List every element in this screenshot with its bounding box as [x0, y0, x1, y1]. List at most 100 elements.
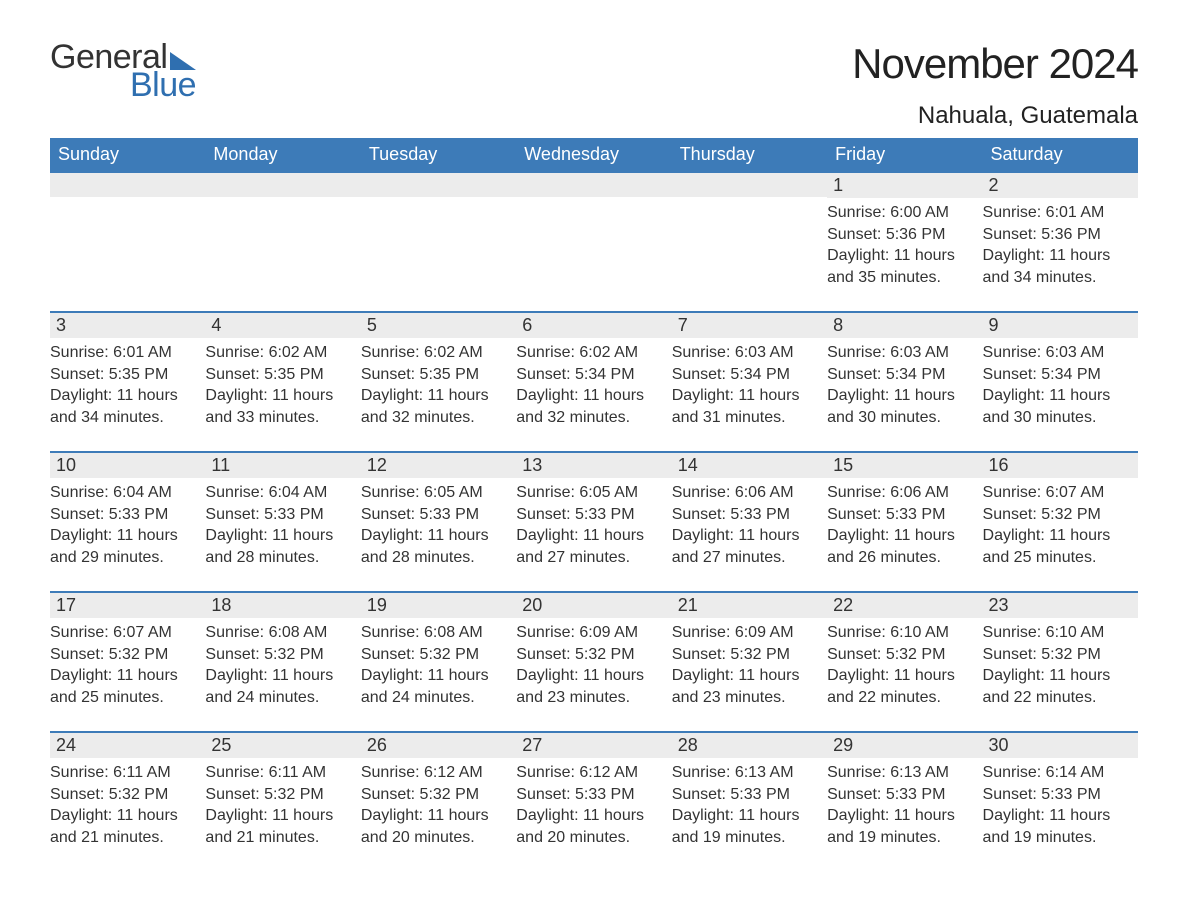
day-number: 12: [361, 453, 516, 478]
day-number: 29: [827, 733, 982, 758]
sunset-text: Sunset: 5:32 PM: [205, 644, 354, 666]
sunrise-text: Sunrise: 6:03 AM: [827, 342, 976, 364]
sunset-text: Sunset: 5:36 PM: [827, 224, 976, 246]
day-body: Sunrise: 6:05 AMSunset: 5:33 PMDaylight:…: [361, 478, 516, 568]
sunrise-text: Sunrise: 6:09 AM: [516, 622, 665, 644]
day-cell: 16Sunrise: 6:07 AMSunset: 5:32 PMDayligh…: [983, 453, 1138, 573]
sunrise-text: Sunrise: 6:10 AM: [983, 622, 1132, 644]
daylight-text: Daylight: 11 hours and 20 minutes.: [516, 805, 665, 848]
day-body: Sunrise: 6:07 AMSunset: 5:32 PMDaylight:…: [50, 618, 205, 708]
sunset-text: Sunset: 5:32 PM: [672, 644, 821, 666]
daylight-text: Daylight: 11 hours and 25 minutes.: [50, 665, 199, 708]
sunrise-text: Sunrise: 6:02 AM: [205, 342, 354, 364]
sunset-text: Sunset: 5:32 PM: [50, 784, 199, 806]
logo: General Blue: [50, 40, 196, 102]
weekday-header: Sunday: [50, 138, 205, 171]
day-body: Sunrise: 6:09 AMSunset: 5:32 PMDaylight:…: [516, 618, 671, 708]
day-body: Sunrise: 6:12 AMSunset: 5:33 PMDaylight:…: [516, 758, 671, 848]
day-cell: 11Sunrise: 6:04 AMSunset: 5:33 PMDayligh…: [205, 453, 360, 573]
day-cell: 12Sunrise: 6:05 AMSunset: 5:33 PMDayligh…: [361, 453, 516, 573]
day-cell: 5Sunrise: 6:02 AMSunset: 5:35 PMDaylight…: [361, 313, 516, 433]
day-body: Sunrise: 6:04 AMSunset: 5:33 PMDaylight:…: [205, 478, 360, 568]
sunset-text: Sunset: 5:33 PM: [983, 784, 1132, 806]
sunrise-text: Sunrise: 6:01 AM: [983, 202, 1132, 224]
sunset-text: Sunset: 5:33 PM: [205, 504, 354, 526]
logo-top: General: [50, 40, 196, 74]
sunset-text: Sunset: 5:35 PM: [50, 364, 199, 386]
day-body: Sunrise: 6:06 AMSunset: 5:33 PMDaylight:…: [827, 478, 982, 568]
day-number: 20: [516, 593, 671, 618]
daylight-text: Daylight: 11 hours and 28 minutes.: [205, 525, 354, 568]
location: Nahuala, Guatemala: [852, 102, 1138, 130]
day-number: [361, 173, 516, 197]
weekday-header: Thursday: [672, 138, 827, 171]
weekday-header: Tuesday: [361, 138, 516, 171]
month-title: November 2024: [852, 40, 1138, 88]
day-body: Sunrise: 6:02 AMSunset: 5:34 PMDaylight:…: [516, 338, 671, 428]
sunrise-text: Sunrise: 6:06 AM: [672, 482, 821, 504]
sunrise-text: Sunrise: 6:14 AM: [983, 762, 1132, 784]
sunrise-text: Sunrise: 6:08 AM: [361, 622, 510, 644]
day-cell: [516, 173, 671, 293]
sunrise-text: Sunrise: 6:02 AM: [516, 342, 665, 364]
day-cell: 1Sunrise: 6:00 AMSunset: 5:36 PMDaylight…: [827, 173, 982, 293]
day-body: Sunrise: 6:07 AMSunset: 5:32 PMDaylight:…: [983, 478, 1138, 568]
daylight-text: Daylight: 11 hours and 19 minutes.: [827, 805, 976, 848]
day-cell: 29Sunrise: 6:13 AMSunset: 5:33 PMDayligh…: [827, 733, 982, 853]
day-cell: 15Sunrise: 6:06 AMSunset: 5:33 PMDayligh…: [827, 453, 982, 573]
logo-blue-text: Blue: [130, 68, 196, 102]
sunrise-text: Sunrise: 6:08 AM: [205, 622, 354, 644]
sunrise-text: Sunrise: 6:10 AM: [827, 622, 976, 644]
day-body: Sunrise: 6:08 AMSunset: 5:32 PMDaylight:…: [361, 618, 516, 708]
sunset-text: Sunset: 5:34 PM: [983, 364, 1132, 386]
day-body: Sunrise: 6:03 AMSunset: 5:34 PMDaylight:…: [827, 338, 982, 428]
daylight-text: Daylight: 11 hours and 23 minutes.: [516, 665, 665, 708]
sunset-text: Sunset: 5:33 PM: [361, 504, 510, 526]
day-cell: 9Sunrise: 6:03 AMSunset: 5:34 PMDaylight…: [983, 313, 1138, 433]
day-number: 9: [983, 313, 1138, 338]
daylight-text: Daylight: 11 hours and 22 minutes.: [827, 665, 976, 708]
day-cell: 30Sunrise: 6:14 AMSunset: 5:33 PMDayligh…: [983, 733, 1138, 853]
week-row: 17Sunrise: 6:07 AMSunset: 5:32 PMDayligh…: [50, 591, 1138, 713]
sunrise-text: Sunrise: 6:00 AM: [827, 202, 976, 224]
day-number: 13: [516, 453, 671, 478]
daylight-text: Daylight: 11 hours and 19 minutes.: [672, 805, 821, 848]
daylight-text: Daylight: 11 hours and 25 minutes.: [983, 525, 1132, 568]
sunrise-text: Sunrise: 6:13 AM: [827, 762, 976, 784]
day-cell: 8Sunrise: 6:03 AMSunset: 5:34 PMDaylight…: [827, 313, 982, 433]
day-number: 3: [50, 313, 205, 338]
day-number: 8: [827, 313, 982, 338]
day-number: 15: [827, 453, 982, 478]
sunrise-text: Sunrise: 6:11 AM: [50, 762, 199, 784]
day-cell: 24Sunrise: 6:11 AMSunset: 5:32 PMDayligh…: [50, 733, 205, 853]
day-body: Sunrise: 6:10 AMSunset: 5:32 PMDaylight:…: [827, 618, 982, 708]
daylight-text: Daylight: 11 hours and 21 minutes.: [205, 805, 354, 848]
day-cell: [50, 173, 205, 293]
sunrise-text: Sunrise: 6:04 AM: [205, 482, 354, 504]
day-body: Sunrise: 6:03 AMSunset: 5:34 PMDaylight:…: [672, 338, 827, 428]
sunset-text: Sunset: 5:33 PM: [516, 784, 665, 806]
daylight-text: Daylight: 11 hours and 35 minutes.: [827, 245, 976, 288]
daylight-text: Daylight: 11 hours and 24 minutes.: [361, 665, 510, 708]
day-number: 24: [50, 733, 205, 758]
day-cell: [361, 173, 516, 293]
sunset-text: Sunset: 5:34 PM: [672, 364, 821, 386]
day-body: Sunrise: 6:03 AMSunset: 5:34 PMDaylight:…: [983, 338, 1138, 428]
weekday-header: Friday: [827, 138, 982, 171]
day-body: Sunrise: 6:12 AMSunset: 5:32 PMDaylight:…: [361, 758, 516, 848]
week-row: 1Sunrise: 6:00 AMSunset: 5:36 PMDaylight…: [50, 171, 1138, 293]
week-row: 3Sunrise: 6:01 AMSunset: 5:35 PMDaylight…: [50, 311, 1138, 433]
daylight-text: Daylight: 11 hours and 33 minutes.: [205, 385, 354, 428]
day-number: 27: [516, 733, 671, 758]
daylight-text: Daylight: 11 hours and 34 minutes.: [50, 385, 199, 428]
calendar: Sunday Monday Tuesday Wednesday Thursday…: [50, 138, 1138, 853]
day-number: 11: [205, 453, 360, 478]
day-cell: 21Sunrise: 6:09 AMSunset: 5:32 PMDayligh…: [672, 593, 827, 713]
sunset-text: Sunset: 5:33 PM: [516, 504, 665, 526]
sunset-text: Sunset: 5:32 PM: [205, 784, 354, 806]
day-cell: 23Sunrise: 6:10 AMSunset: 5:32 PMDayligh…: [983, 593, 1138, 713]
day-number: 4: [205, 313, 360, 338]
sunrise-text: Sunrise: 6:05 AM: [516, 482, 665, 504]
sunset-text: Sunset: 5:32 PM: [983, 504, 1132, 526]
sunrise-text: Sunrise: 6:04 AM: [50, 482, 199, 504]
